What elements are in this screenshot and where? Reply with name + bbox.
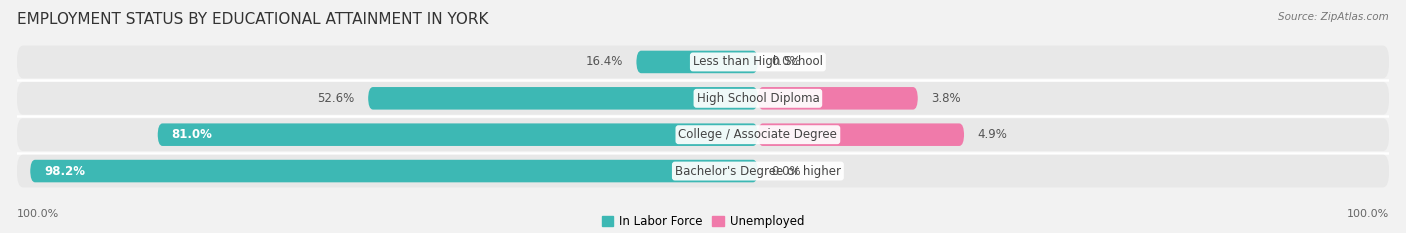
Text: EMPLOYMENT STATUS BY EDUCATIONAL ATTAINMENT IN YORK: EMPLOYMENT STATUS BY EDUCATIONAL ATTAINM… (17, 12, 488, 27)
Text: High School Diploma: High School Diploma (696, 92, 820, 105)
Text: Source: ZipAtlas.com: Source: ZipAtlas.com (1278, 12, 1389, 22)
FancyBboxPatch shape (17, 118, 1389, 151)
Text: 0.0%: 0.0% (772, 55, 801, 69)
FancyBboxPatch shape (17, 155, 1389, 187)
Text: 81.0%: 81.0% (172, 128, 212, 141)
Text: College / Associate Degree: College / Associate Degree (679, 128, 838, 141)
Text: 98.2%: 98.2% (44, 164, 84, 178)
FancyBboxPatch shape (157, 123, 758, 146)
Text: 52.6%: 52.6% (318, 92, 354, 105)
Text: 16.4%: 16.4% (585, 55, 623, 69)
FancyBboxPatch shape (637, 51, 758, 73)
Legend: In Labor Force, Unemployed: In Labor Force, Unemployed (598, 210, 808, 233)
Text: 100.0%: 100.0% (1347, 209, 1389, 219)
Text: Bachelor's Degree or higher: Bachelor's Degree or higher (675, 164, 841, 178)
FancyBboxPatch shape (17, 82, 1389, 115)
FancyBboxPatch shape (30, 160, 758, 182)
FancyBboxPatch shape (17, 46, 1389, 78)
Text: 0.0%: 0.0% (772, 164, 801, 178)
FancyBboxPatch shape (758, 123, 965, 146)
Text: Less than High School: Less than High School (693, 55, 823, 69)
Text: 100.0%: 100.0% (17, 209, 59, 219)
FancyBboxPatch shape (368, 87, 758, 110)
Text: 3.8%: 3.8% (932, 92, 962, 105)
Text: 4.9%: 4.9% (977, 128, 1008, 141)
FancyBboxPatch shape (758, 87, 918, 110)
